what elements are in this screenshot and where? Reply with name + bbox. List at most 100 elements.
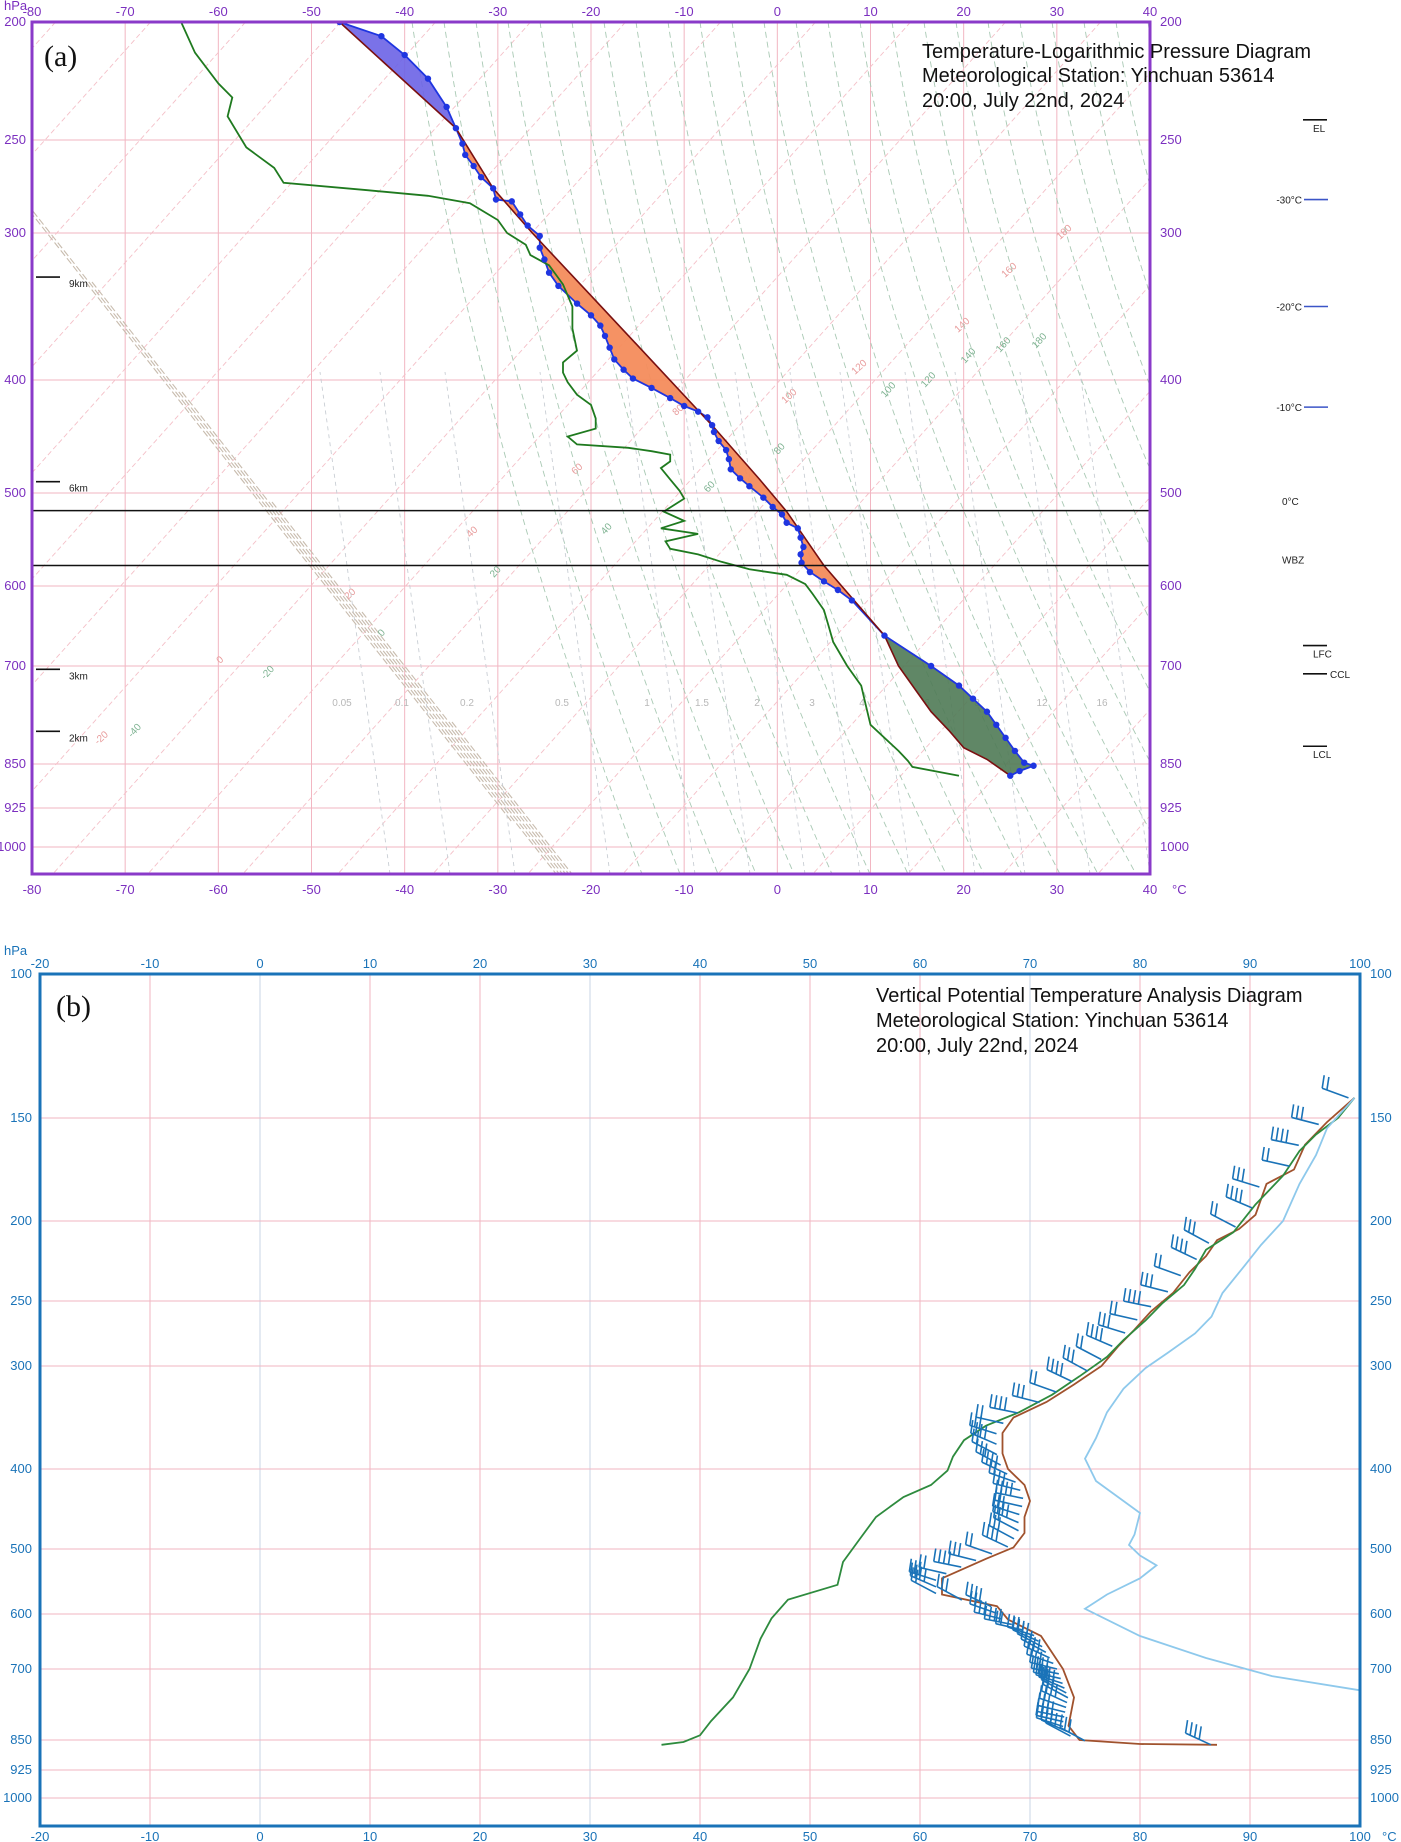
temperature-point	[969, 695, 977, 702]
wind-barb	[1085, 1322, 1113, 1347]
wind-barb-feather	[1241, 1168, 1245, 1182]
wind-barb-feather	[1011, 1382, 1016, 1396]
wind-barb-feather	[1005, 1504, 1010, 1518]
wind-barb-feather	[975, 1438, 979, 1452]
wind-barb-feather	[948, 1540, 952, 1554]
wind-barb-feather	[1032, 1659, 1037, 1673]
x-tick-bottom: -60	[209, 882, 228, 897]
mixing-ratio-label: 0.05	[332, 698, 352, 709]
temperature-point	[1011, 747, 1019, 755]
wind-barb-feather	[1149, 1274, 1154, 1288]
wind-barb	[1270, 1126, 1299, 1147]
wind-barb-feather	[1234, 1187, 1239, 1201]
panel-a-isobars	[32, 22, 1150, 848]
y-tick-left: 250	[4, 132, 26, 147]
y-tick-left: 1000	[0, 839, 26, 854]
temperature-point	[736, 475, 744, 482]
level-label: LCL	[1313, 750, 1332, 761]
wind-barb-feather	[991, 1492, 996, 1507]
wind-barb-feather	[1189, 1722, 1193, 1736]
temperature-point	[820, 578, 828, 585]
wind-barb-feather	[1039, 1663, 1044, 1677]
wind-barb-feather	[973, 1598, 978, 1613]
y-tick-right: 1000	[1160, 839, 1189, 854]
temperature-point	[629, 375, 637, 382]
wind-barb-feather	[998, 1608, 1002, 1622]
wind-barb-feather	[1158, 1254, 1162, 1268]
wind-barb-feather	[1027, 1635, 1032, 1649]
wind-barb-feather	[1063, 1716, 1068, 1730]
wind-barb	[1109, 1300, 1138, 1321]
wind-barb-feather	[1236, 1167, 1241, 1181]
moist-adiabat-line	[699, 22, 985, 874]
wind-barb-feather	[1023, 1632, 1027, 1647]
wind-barb-feather	[990, 1526, 995, 1540]
wind-barb-feather	[1004, 1481, 1009, 1495]
y-tick-left: 925	[4, 800, 26, 815]
dry-adiabat-line	[337, 22, 1102, 874]
wind-barb-feather	[1230, 1185, 1234, 1199]
mixing-ratio-label: 4	[859, 698, 865, 709]
temperature-point	[666, 394, 674, 402]
wind-barb-feather	[1321, 1075, 1325, 1089]
wind-barb-feather	[945, 1578, 949, 1592]
temperature-point	[573, 300, 581, 307]
temperature-point	[834, 586, 842, 594]
wind-barb-feather	[985, 1451, 990, 1465]
wind-barb	[970, 1419, 997, 1445]
dry-adiabat-line	[432, 72, 1150, 874]
y-tick-right: 850	[1370, 1732, 1392, 1747]
dry-adiabat-line	[242, 22, 1007, 874]
y-tick-left: 1000	[3, 1790, 32, 1805]
x-tick-bottom: 10	[363, 1829, 377, 1842]
panel-a-label: (a)	[44, 40, 77, 73]
temperature-point	[1021, 759, 1028, 766]
x-tick-bottom: 0	[256, 1829, 263, 1842]
y-tick-left: 850	[4, 756, 26, 771]
y-tick-right: 500	[1160, 485, 1182, 500]
mixing-ratio-label: 0.1	[395, 698, 409, 709]
wind-barb	[1184, 1719, 1212, 1746]
x-tick-bottom: 0	[774, 882, 781, 897]
wind-barb-feather	[1033, 1371, 1038, 1385]
temperature-point	[1002, 734, 1009, 742]
moist-adiabat-line	[475, 22, 719, 874]
y-tick-right: 250	[1160, 132, 1182, 147]
temperature-point	[601, 332, 609, 340]
dry-adiabat-line	[52, 22, 817, 874]
y-tick-right: 200	[1160, 14, 1182, 29]
x-tick-top: 40	[693, 956, 707, 971]
mixing-ratio-label: 3	[809, 698, 815, 709]
wind-barb-feather	[1040, 1677, 1045, 1691]
mixing-ratio-label: 16	[1096, 698, 1108, 709]
x-tick-bottom: 100	[1349, 1829, 1371, 1842]
x-tick-top: -20	[582, 4, 601, 19]
dry-adiabat-line	[812, 496, 1150, 874]
wind-barb-feather	[914, 1569, 919, 1583]
x-tick-bottom: -50	[302, 882, 321, 897]
wind-barb	[918, 1554, 947, 1575]
temperature-point	[524, 222, 531, 229]
wind-barb	[968, 1412, 997, 1435]
wind-barb-feather	[1055, 1360, 1059, 1375]
panel-a-datetime: 20:00, July 22nd, 2024	[922, 90, 1124, 112]
wind-barb-feather	[910, 1567, 915, 1581]
x-tick-top: -10	[141, 956, 160, 971]
saturation-line	[451, 721, 573, 874]
temperature-point	[452, 125, 460, 132]
height-label: 2km	[69, 733, 88, 744]
saturation-line	[32, 213, 513, 823]
wind-barb-feather	[1184, 1240, 1188, 1254]
wind-barb-feather	[1137, 1290, 1142, 1305]
wind-barb	[1044, 1709, 1071, 1737]
wind-barb-feather	[936, 1573, 940, 1587]
temperature-point	[725, 455, 733, 463]
wind-barb-feather	[923, 1555, 927, 1569]
temperature-point	[424, 75, 432, 82]
wind-barb-feather	[965, 1581, 969, 1595]
x-tick-top: -80	[23, 4, 42, 19]
wind-barb-feather	[997, 1506, 1001, 1521]
wind-barb-feather	[970, 1419, 974, 1434]
y-tick-right: 1000	[1370, 1790, 1399, 1805]
wind-barb-feather	[1170, 1234, 1175, 1248]
